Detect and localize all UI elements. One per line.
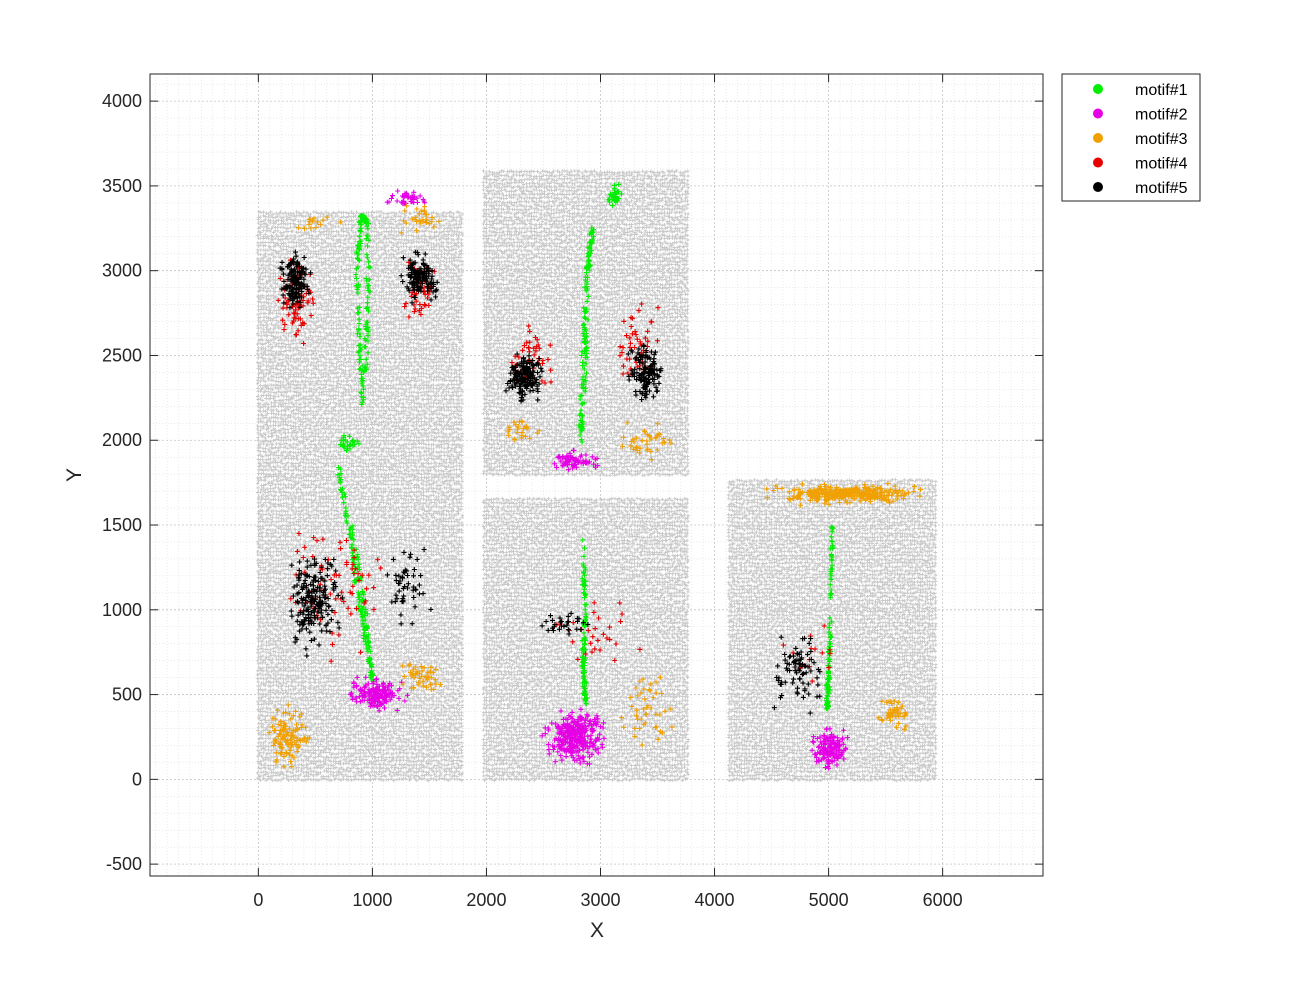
legend-label: motif#2 [1135, 107, 1188, 124]
legend-label: motif#3 [1135, 131, 1188, 148]
legend-label: motif#5 [1135, 180, 1188, 197]
x-tick-label: 0 [253, 890, 263, 910]
legend-marker [1093, 157, 1103, 168]
x-tick-label: 5000 [809, 890, 849, 910]
legend-marker [1093, 133, 1103, 143]
x-tick-label: 1000 [352, 890, 392, 910]
x-tick-label: 6000 [923, 890, 963, 910]
x-axis-label: X [590, 919, 604, 942]
legend-label: motif#1 [1135, 82, 1188, 99]
y-tick-label: 3000 [102, 261, 142, 281]
y-tick-label: 2500 [102, 345, 142, 365]
y-tick-label: 2000 [102, 430, 142, 450]
series-points-motif-5 [277, 249, 823, 716]
x-tick-label: 2000 [466, 890, 506, 910]
x-axis: 0 1000 2000 3000 4000 5000 6000 [253, 74, 963, 910]
x-tick-label: 4000 [695, 890, 735, 910]
y-tick-label: 3500 [102, 176, 142, 196]
y-axis: -500 0 500 1000 1500 2000 2500 3000 3500 4000 [102, 91, 1043, 874]
y-tick-label: 1000 [102, 600, 142, 620]
y-tick-label: 1500 [102, 515, 142, 535]
series-points-motif-3 [266, 203, 923, 770]
legend-marker [1093, 182, 1103, 192]
x-tick-label: 3000 [580, 890, 620, 910]
legend-marker [1093, 108, 1103, 119]
legend-marker [1093, 84, 1103, 94]
legend-box [1061, 73, 1201, 202]
legend: motif#1 motif#2 motif#3 motif#4 motif#5 [1061, 73, 1201, 202]
y-tick-label: 0 [132, 769, 142, 789]
y-tick-label: -500 [106, 854, 142, 874]
plot-frame [149, 73, 1044, 877]
y-axis-label: Y [63, 468, 86, 482]
y-tick-label: 500 [112, 685, 142, 705]
legend-label: motif#4 [1135, 156, 1188, 173]
y-tick-label: 4000 [102, 91, 142, 111]
series-points-motif-2 [347, 188, 851, 771]
data-points [255, 169, 938, 783]
